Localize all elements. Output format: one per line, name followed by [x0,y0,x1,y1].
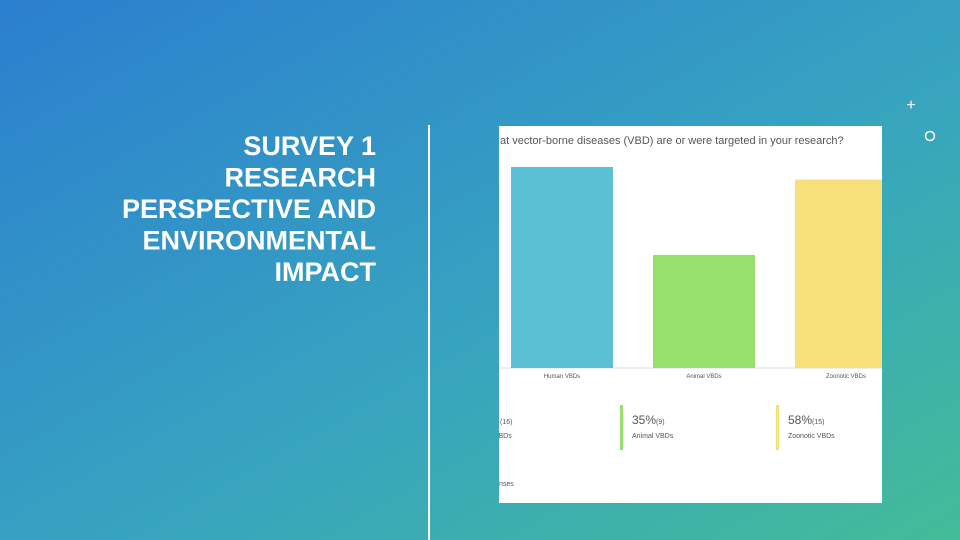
summary-percent: 58% [788,413,812,427]
summary-marker [776,405,779,450]
title-line: IMPACT [275,257,377,287]
plus-icon: + [906,97,915,114]
summary-count: (16) [500,419,512,426]
bar [511,167,613,368]
summary-count: (9) [656,419,665,426]
summary-name: n VBDs [488,433,512,440]
summary-name: Animal VBDs [632,433,674,440]
title-line: ENVIRONMENTAL [143,226,377,256]
x-tick-label: Human VBDs [544,374,580,380]
title-line: PERSPECTIVE AND [122,194,376,224]
summary-percent: 35% [632,413,656,427]
summary-name: Zoonotic VBDs [788,433,835,440]
circle-icon [924,130,936,142]
summary-count: (15) [812,419,824,426]
bar [795,179,882,368]
chart-screenshot: at vector-borne diseases (VBD) are or we… [488,135,882,488]
title-line: RESEARCH [224,163,376,193]
title-line: SURVEY 1 [243,131,376,161]
summary-marker [620,405,623,450]
x-tick-label: Animal VBDs [686,374,721,380]
footer-text: nses [499,481,514,488]
chart-title: at vector-borne diseases (VBD) are or we… [500,135,844,147]
bar [653,254,755,368]
x-tick-label: Zoonotic VBDs [826,374,866,380]
